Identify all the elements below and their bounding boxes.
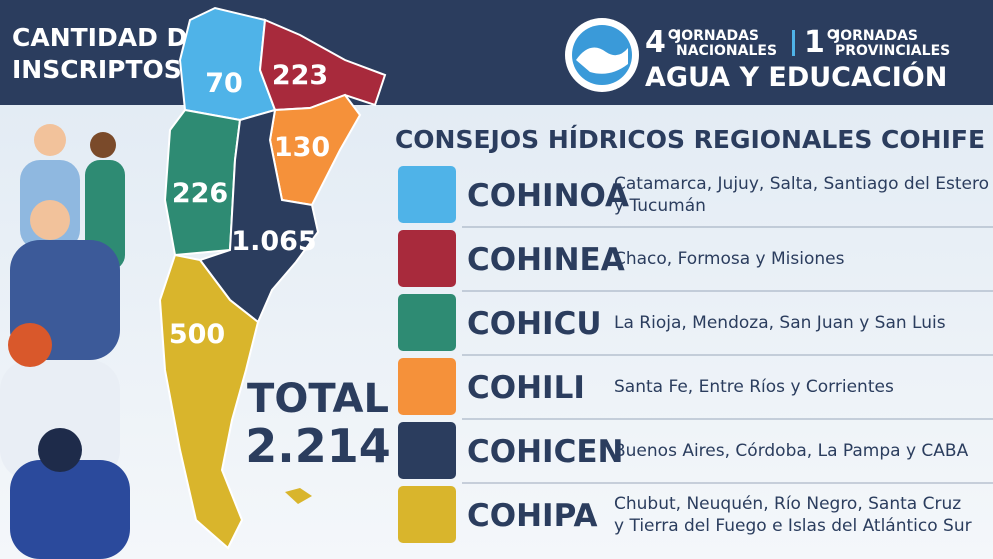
person-head: [34, 124, 66, 156]
panel-title: CONSEJOS HÍDRICOS REGIONALES COHIFE: [395, 125, 985, 154]
total-label: TOTAL: [247, 376, 389, 422]
person-head: [38, 428, 82, 472]
logo-text: NACIONALES: [676, 43, 777, 59]
logo: 4° JORNADAS NACIONALES 1° JORNADAS PROVI…: [565, 18, 950, 93]
person-head: [90, 132, 116, 158]
region-centro: [198, 108, 320, 324]
header-title: CANTIDAD DE: [12, 23, 204, 52]
logo-text: JORNADAS: [675, 28, 759, 44]
council-provinces: Santa Fe, Entre Ríos y Corrientes: [614, 377, 894, 397]
council-name: COHINOA: [467, 178, 629, 214]
logo-edition: 4°: [645, 25, 681, 60]
region-nea: [258, 18, 387, 112]
map: 70 223 130 226 1.065 500: [158, 6, 387, 550]
color-swatch: [398, 422, 456, 479]
council-provinces: Chubut, Neuquén, Río Negro, Santa Cruz: [614, 494, 961, 514]
logo-edition: 1°: [804, 25, 840, 60]
color-swatch: [398, 486, 456, 543]
color-swatch: [398, 358, 456, 415]
total-value: 2.214: [245, 419, 391, 473]
region-count: 500: [169, 319, 225, 350]
council-provinces: y Tierra del Fuego e Islas del Atlántico…: [614, 516, 972, 536]
council-name: COHINEA: [467, 242, 625, 278]
logo-subtitle: AGUA Y EDUCACIÓN: [645, 61, 947, 93]
region-count: 130: [274, 132, 330, 163]
council-name: COHICEN: [467, 434, 623, 470]
logo-text: JORNADAS: [834, 28, 918, 44]
person-head: [30, 200, 70, 240]
region-patagonia: [158, 253, 260, 550]
council-provinces: Buenos Aires, Córdoba, La Pampa y CABA: [614, 441, 969, 461]
person-head: [8, 323, 52, 367]
council-provinces: Chaco, Formosa y Misiones: [614, 249, 845, 269]
council-name: COHILI: [467, 370, 585, 406]
header-band: [0, 0, 993, 105]
region-count: 223: [272, 60, 328, 91]
council-name: COHICU: [467, 306, 602, 342]
logo-wave: [576, 47, 628, 74]
logo-text: PROVINCIALES: [835, 43, 950, 59]
region-count: 226: [172, 178, 228, 209]
person: [10, 460, 130, 559]
people-illustration: [0, 124, 130, 559]
council-name: COHIPA: [467, 498, 597, 534]
council-provinces: y Tucumán: [614, 196, 706, 216]
color-swatch: [398, 294, 456, 351]
region-count: 1.065: [231, 226, 316, 257]
person: [0, 360, 120, 480]
header-title: INSCRIPTOS: [12, 55, 182, 84]
color-swatch: [398, 166, 456, 223]
council-provinces: Catamarca, Jujuy, Salta, Santiago del Es…: [614, 174, 989, 194]
logo-divider: [792, 30, 795, 56]
region-count: 70: [205, 68, 243, 99]
color-swatch: [398, 230, 456, 287]
council-provinces: La Rioja, Mendoza, San Juan y San Luis: [614, 313, 946, 333]
islands: [285, 488, 312, 504]
